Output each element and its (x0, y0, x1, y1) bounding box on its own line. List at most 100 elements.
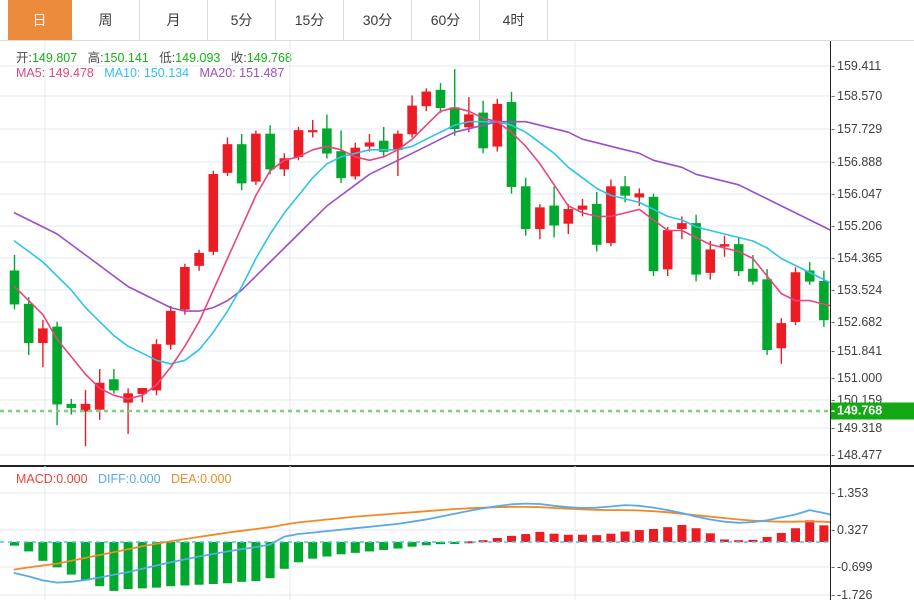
macd-value: 0.000 (56, 472, 88, 486)
tick-label: 153.524 (837, 283, 883, 297)
macd-bar (38, 542, 48, 561)
tick-dash: - (831, 315, 836, 329)
candle-body (421, 91, 432, 107)
candle-body (251, 133, 261, 182)
macd-bar (734, 540, 744, 543)
tick-label: 156.888 (837, 155, 883, 169)
price-tick: -159.411 (831, 59, 881, 73)
dea-value: 0.000 (200, 472, 232, 486)
candle-body (478, 112, 488, 149)
tick-dash: - (831, 448, 836, 462)
macd-bar (663, 527, 673, 542)
tick-dash: - (831, 371, 836, 385)
candle-body (705, 249, 716, 273)
tab-15分[interactable]: 15分 (276, 0, 344, 40)
axis-divider (830, 465, 914, 467)
candle-body (378, 140, 389, 152)
macd-bar (819, 525, 829, 542)
tick-label: 151.841 (837, 344, 883, 358)
tab-label: 日 (32, 12, 47, 28)
macd-bar (521, 534, 531, 542)
macd-bar (237, 542, 247, 582)
candle-body (165, 310, 176, 345)
macd-bar (748, 539, 758, 542)
candle-body (407, 105, 417, 135)
macd-bar (208, 542, 218, 585)
macd-bar (308, 542, 318, 559)
price-axis: -159.411-158.570-157.729-156.888-156.047… (830, 41, 914, 602)
tick-label: 149.768 (837, 403, 883, 418)
macd-bar (776, 532, 786, 542)
macd-bar (294, 542, 303, 563)
tick-dash: - (831, 89, 836, 103)
tab-日[interactable]: 日 (8, 0, 72, 40)
close-value: 149.768 (246, 51, 292, 65)
tick-label: 158.570 (837, 89, 883, 103)
candle-body (790, 272, 801, 322)
macd-bar (549, 533, 559, 542)
candle-body (52, 326, 62, 405)
tick-label: 159.411 (837, 59, 882, 73)
candle-body (691, 223, 701, 275)
macd-bar (379, 542, 389, 550)
macd-bar (336, 542, 346, 555)
price-tick: -156.888 (831, 155, 882, 169)
candle-body (222, 144, 233, 173)
macd-bar (421, 542, 431, 546)
candle-body (80, 403, 91, 412)
macd-label: MACD: (16, 472, 57, 486)
macd-bar (464, 541, 474, 544)
open-value: 149.807 (31, 51, 78, 65)
dea-label: DEA: (170, 472, 201, 486)
macd-bar (279, 542, 289, 569)
macd-bar (81, 542, 90, 581)
low-value: 149.093 (175, 51, 221, 65)
diff-label: DIFF: (97, 472, 130, 486)
tick-dash: - (831, 393, 836, 407)
macd-bar (606, 533, 616, 542)
open-label: 开: (16, 51, 32, 65)
macd-bar (634, 530, 644, 542)
tab-60分[interactable]: 60分 (412, 0, 480, 40)
price-tick: -153.524 (831, 283, 882, 297)
tab-4时[interactable]: 4时 (480, 0, 548, 40)
candle-body (748, 268, 758, 282)
price-tick: -151.841 (831, 344, 882, 358)
current-price-marker: -149.768 (831, 402, 914, 420)
tab-月[interactable]: 月 (140, 0, 208, 40)
candle-body (776, 323, 787, 349)
macd-legend: MACD:0.000 DIFF:0.000 DEA:0.000 (16, 472, 231, 486)
candle-body (591, 203, 602, 245)
price-chart-pane[interactable] (0, 41, 830, 465)
macd-chart-pane[interactable] (0, 466, 830, 600)
tab-label: 30分 (362, 12, 393, 28)
macd-bar (109, 542, 119, 591)
tick-label: -0.699 (837, 560, 873, 574)
tick-label: 1.353 (837, 486, 869, 500)
price-tick: -152.682 (831, 315, 882, 329)
macd-bar (66, 542, 76, 575)
candle-body (38, 328, 48, 344)
candle-body (620, 186, 630, 196)
tab-周[interactable]: 周 (72, 0, 140, 40)
macd-bar (705, 533, 715, 542)
candle-body (194, 252, 204, 266)
macd-bar (95, 542, 105, 587)
ma20-value: 151.487 (239, 66, 285, 80)
tab-label: 15分 (294, 12, 325, 28)
candle-body (563, 209, 574, 224)
macd-bar (166, 542, 176, 587)
tab-30分[interactable]: 30分 (344, 0, 412, 40)
candle-body (520, 186, 531, 229)
candle-body (265, 133, 275, 170)
macd-bar (492, 538, 502, 542)
tick-dash: - (831, 403, 836, 418)
price-tick: -158.570 (831, 89, 882, 103)
macd-bar (691, 528, 701, 542)
macd-plot (0, 466, 830, 600)
tick-label: 154.365 (837, 251, 883, 265)
tick-dash: - (831, 219, 836, 233)
macd-bar (322, 542, 332, 557)
tab-5分[interactable]: 5分 (208, 0, 276, 40)
price-tick: -157.729 (831, 122, 882, 136)
